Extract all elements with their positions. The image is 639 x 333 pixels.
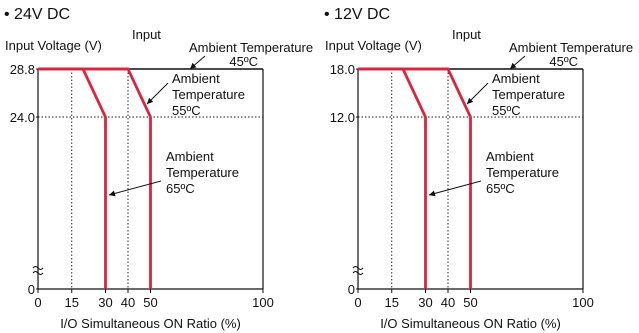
x-tick-label: 0 (34, 295, 41, 310)
annotation-65-line-2: Temperature (166, 165, 239, 180)
annotation-65-arrow (108, 180, 162, 197)
annotation-45-temp: 45ºC (549, 54, 578, 69)
chart-title: • 24V DC (4, 6, 70, 23)
y-axis-label: Input Voltage (V) (325, 38, 422, 53)
series-line-2 (358, 67, 472, 289)
input-label: Input (452, 27, 481, 42)
chart-title: • 12V DC (324, 6, 390, 23)
x-tick-label: 50 (143, 295, 157, 310)
x-tick-label: 40 (121, 295, 135, 310)
x-tick-label: 15 (385, 295, 399, 310)
y-tick-label: 0 (348, 282, 355, 297)
annotation-55-line-3: 55ºC (172, 103, 201, 118)
input-label: Input (132, 27, 161, 42)
y-tick-label: 0 (28, 282, 35, 297)
annotation-65-line-1: Ambient (166, 149, 214, 164)
annotation-65-line-3: 65ºC (166, 181, 195, 196)
x-axis-label: I/O Simultaneous ON Ratio (%) (60, 316, 241, 331)
x-tick-label: 0 (354, 295, 361, 310)
annotation-65-line-3: 65ºC (486, 181, 515, 196)
axis-break-mark (352, 266, 364, 275)
y-tick-label: 24.0 (10, 110, 35, 125)
annotation-55-line-3: 55ºC (492, 103, 521, 118)
x-tick-label: 15 (65, 295, 79, 310)
y-axis-label: Input Voltage (V) (5, 38, 102, 53)
annotation-65-line-2: Temperature (486, 165, 559, 180)
annotation-45-text: Ambient Temperature (509, 40, 633, 55)
annotation-45-arrow (189, 55, 206, 70)
x-tick-label: 30 (98, 295, 112, 310)
y-tick-label: 12.0 (330, 110, 355, 125)
x-tick-label: 50 (463, 295, 477, 310)
x-tick-label: 30 (418, 295, 432, 310)
x-axis-label: I/O Simultaneous ON Ratio (%) (380, 316, 561, 331)
chart-panel-1: • 24V DC Input Voltage (V) Input I/O Simult… (4, 6, 313, 331)
annotation-65-arrow (428, 180, 482, 197)
x-tick-label: 100 (252, 295, 274, 310)
annotation-55-line-1: Ambient (492, 71, 540, 86)
annotation-45-text: Ambient Temperature (189, 40, 313, 55)
annotation-55-line-2: Temperature (172, 87, 245, 102)
annotation-55-line-1: Ambient (172, 71, 220, 86)
annotation-55-arrow (466, 82, 489, 105)
annotation-45-arrow (509, 55, 526, 70)
x-tick-label: 40 (441, 295, 455, 310)
y-tick-label: 28.8 (10, 62, 35, 77)
series-line-2 (38, 67, 152, 289)
annotation-55-arrow (146, 82, 169, 105)
chart-panel-2: • 12V DC Input Voltage (V) Input I/O Simult… (324, 6, 633, 331)
axis-break-mark (32, 266, 44, 275)
annotation-65-line-1: Ambient (486, 149, 534, 164)
x-tick-label: 100 (572, 295, 594, 310)
annotation-55-line-2: Temperature (492, 87, 565, 102)
annotation-45-temp: 45ºC (229, 54, 258, 69)
y-tick-label: 18.0 (330, 62, 355, 77)
